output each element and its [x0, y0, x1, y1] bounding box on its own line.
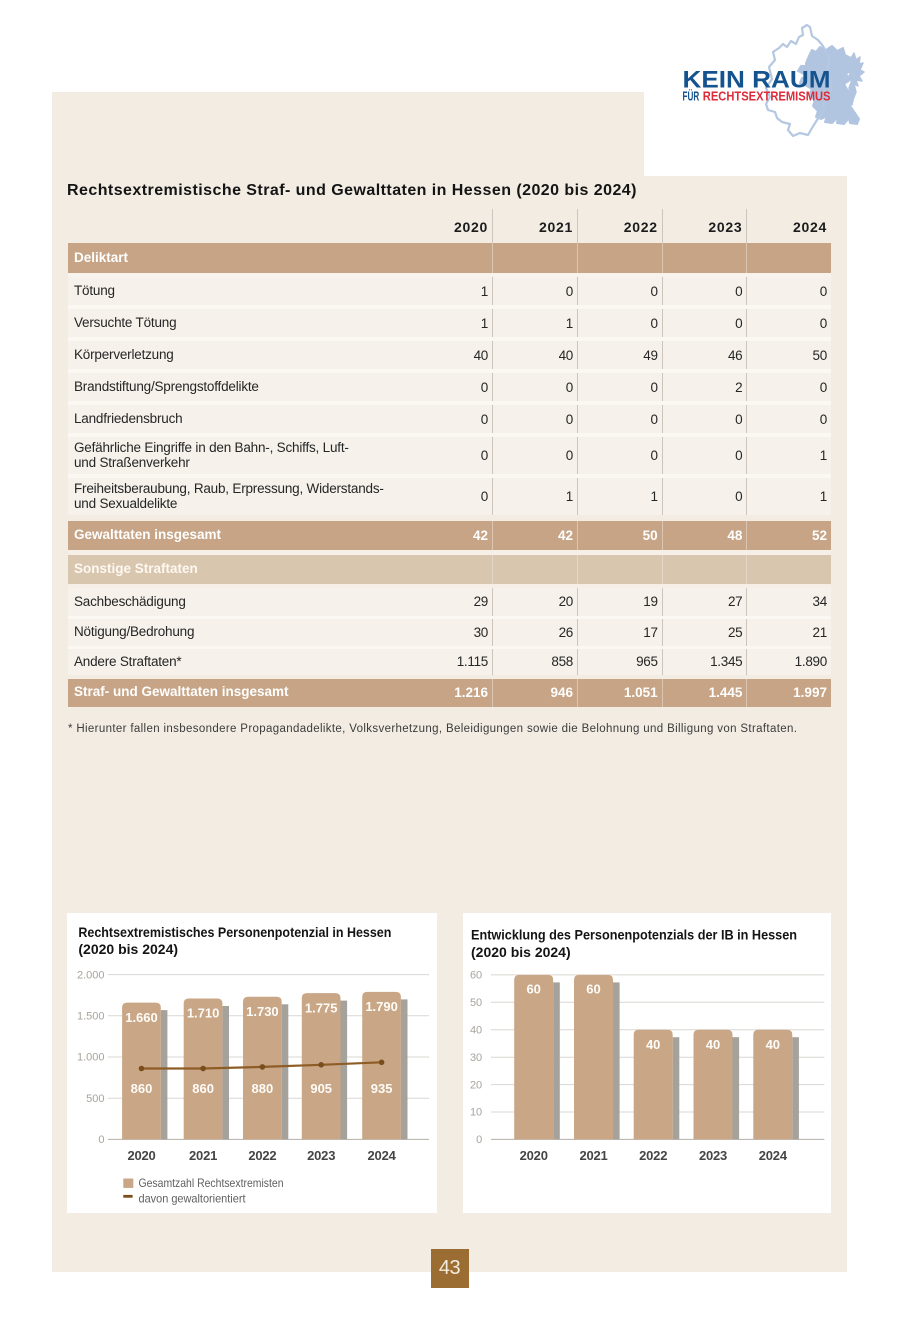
svg-text:(2020 bis 2024): (2020 bis 2024)	[78, 941, 178, 957]
svg-text:2022: 2022	[248, 1148, 276, 1163]
svg-text:880: 880	[252, 1081, 274, 1096]
svg-text:Gesamtzahl Rechtsextremisten: Gesamtzahl Rechtsextremisten	[139, 1176, 284, 1190]
svg-text:2023: 2023	[307, 1148, 335, 1163]
svg-text:1.775: 1.775	[305, 1000, 338, 1015]
svg-text:0: 0	[476, 1134, 482, 1146]
svg-text:40: 40	[470, 1025, 482, 1037]
svg-text:0: 0	[98, 1134, 104, 1146]
svg-text:1.500: 1.500	[77, 1011, 105, 1023]
svg-text:2020: 2020	[127, 1148, 155, 1163]
svg-text:860: 860	[131, 1081, 153, 1096]
svg-text:860: 860	[192, 1081, 214, 1096]
svg-text:40: 40	[766, 1037, 780, 1052]
svg-text:10: 10	[470, 1107, 482, 1119]
svg-text:60: 60	[470, 970, 482, 982]
svg-text:1.710: 1.710	[187, 1006, 220, 1021]
svg-text:(2020 bis 2024): (2020 bis 2024)	[471, 944, 571, 960]
svg-text:Rechtsextremistisches Personen: Rechtsextremistisches Personenpotenzial …	[78, 924, 391, 940]
svg-text:60: 60	[586, 981, 600, 996]
svg-text:FÜR: FÜR	[683, 88, 700, 103]
svg-text:30: 30	[470, 1052, 482, 1064]
svg-text:905: 905	[310, 1081, 332, 1096]
svg-text:2021: 2021	[579, 1148, 607, 1163]
svg-text:935: 935	[371, 1081, 393, 1096]
svg-text:1.790: 1.790	[365, 999, 398, 1014]
svg-text:davon gewaltorientiert: davon gewaltorientiert	[139, 1191, 247, 1205]
svg-text:40: 40	[706, 1037, 720, 1052]
svg-text:2020: 2020	[520, 1148, 548, 1163]
svg-text:40: 40	[646, 1037, 660, 1052]
svg-text:2022: 2022	[639, 1148, 667, 1163]
svg-text:60: 60	[526, 981, 540, 996]
svg-text:500: 500	[86, 1093, 104, 1105]
svg-text:1.000: 1.000	[77, 1052, 105, 1064]
svg-text:2.000: 2.000	[77, 969, 105, 981]
svg-text:2023: 2023	[699, 1148, 727, 1163]
svg-text:1.660: 1.660	[125, 1010, 158, 1025]
svg-text:1.730: 1.730	[246, 1004, 279, 1019]
svg-text:Entwicklung des Personenpotenz: Entwicklung des Personenpotenzials der I…	[471, 927, 797, 943]
svg-text:20: 20	[470, 1079, 482, 1091]
svg-text:2024: 2024	[759, 1148, 788, 1163]
svg-text:50: 50	[470, 997, 482, 1009]
svg-text:2021: 2021	[189, 1148, 217, 1163]
svg-text:2024: 2024	[368, 1148, 397, 1163]
svg-text:KEIN RAUM: KEIN RAUM	[683, 67, 831, 94]
svg-text:RECHTSEXTREMISMUS: RECHTSEXTREMISMUS	[703, 88, 831, 103]
